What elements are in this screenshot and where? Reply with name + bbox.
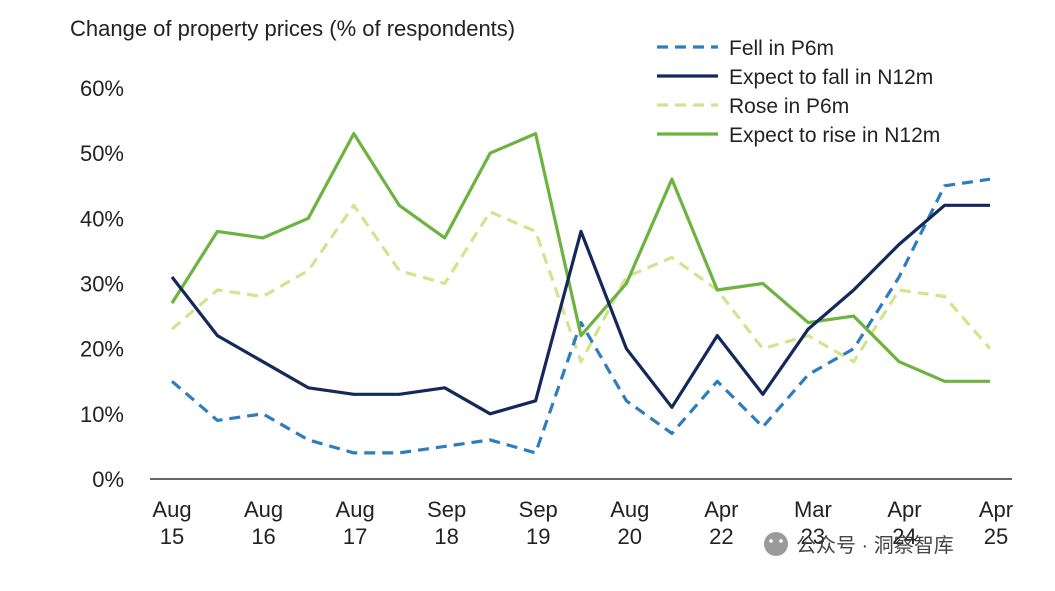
- y-tick-label: 50%: [80, 141, 124, 166]
- x-tick-label: Apr 22: [704, 497, 738, 549]
- y-tick-label: 20%: [80, 337, 124, 362]
- x-tick-label: Apr 25: [979, 497, 1013, 549]
- y-tick-label: 40%: [80, 206, 124, 231]
- x-tick-label: Sep 19: [519, 497, 558, 549]
- legend-label: Expect to rise in N12m: [729, 124, 940, 147]
- watermark-text: 公众号 · 洞察智库: [796, 534, 954, 557]
- y-tick-label: 60%: [80, 76, 124, 101]
- x-tick-label: Aug 16: [244, 497, 283, 549]
- series-line-rose-in-p6m: [170, 203, 992, 364]
- chart-title: Change of property prices (% of responde…: [70, 16, 515, 41]
- axes: 0% 10% 20% 30% 40% 50% 60% Aug 15 Aug 16 Aug 17 Sep 18…: [80, 76, 1013, 549]
- wechat-icon-eye-left: [769, 539, 773, 543]
- legend-label: Expect to fall in N12m: [729, 66, 933, 89]
- wechat-icon: [764, 532, 788, 556]
- x-tick-label: Apr 24: [887, 497, 921, 549]
- series-line-expect-to-fall-in-n12m: [170, 203, 990, 416]
- legend-label: Rose in P6m: [729, 95, 849, 118]
- watermark: 公众号 · 洞察智库: [764, 532, 954, 557]
- y-tick-label: 10%: [80, 402, 124, 427]
- legend-label: Fell in P6m: [729, 37, 834, 60]
- x-tick-label: Aug 20: [610, 497, 649, 549]
- x-tick-label: Aug 15: [152, 497, 191, 549]
- x-tick-label: Sep 18: [427, 497, 466, 549]
- y-tick-label: 30%: [80, 272, 124, 297]
- series-layer: [170, 132, 992, 455]
- wechat-icon-eye-right: [779, 539, 783, 543]
- series-line-expect-to-rise-in-n12m: [170, 132, 990, 383]
- x-tick-label: Aug 17: [336, 497, 375, 549]
- x-tick-label: Mar 23: [794, 497, 832, 549]
- y-tick-label: 0%: [92, 467, 124, 492]
- series-line-fell-in-p6m: [170, 177, 991, 455]
- legend: Fell in P6m Expect to fall in N12m Rose in…: [657, 37, 940, 147]
